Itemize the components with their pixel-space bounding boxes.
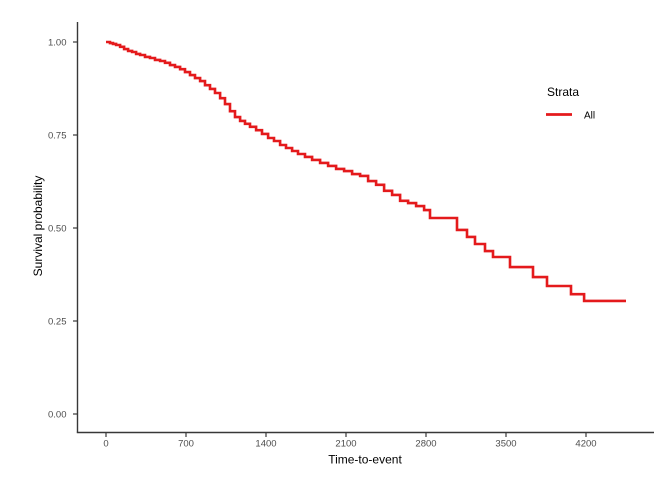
- x-axis-ticks: 0 700 1400 2100 2800 3500 4200: [103, 432, 597, 450]
- legend-title: Strata: [547, 85, 579, 99]
- x-axis-title: Time-to-event: [328, 453, 402, 467]
- x-tick-label: 1400: [255, 439, 276, 450]
- y-tick-label: 0.50: [48, 223, 67, 234]
- y-tick-label: 0.25: [48, 316, 67, 327]
- legend-item-label: All: [584, 111, 595, 122]
- y-axis-ticks: 0.00 0.25 0.50 0.75 1.00: [48, 37, 78, 420]
- x-tick-label: 700: [178, 439, 194, 450]
- x-tick-label: 2100: [335, 439, 356, 450]
- y-tick-label: 0.75: [48, 130, 67, 141]
- x-tick-label: 2800: [415, 439, 436, 450]
- survival-curve: [106, 40, 626, 303]
- y-tick-label: 0.00: [48, 409, 67, 420]
- legend: Strata All: [546, 85, 595, 122]
- x-tick-label: 0: [103, 439, 108, 450]
- y-axis-title: Survival probability: [31, 176, 45, 277]
- x-tick-label: 3500: [495, 439, 516, 450]
- x-tick-label: 4200: [575, 439, 596, 450]
- y-tick-label: 1.00: [48, 37, 67, 48]
